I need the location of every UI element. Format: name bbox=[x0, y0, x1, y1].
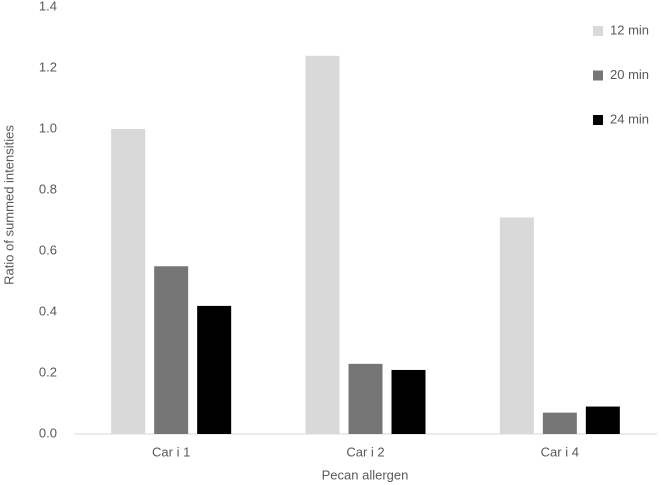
y-axis-label: Ratio of summed intensities bbox=[1, 125, 16, 285]
bar bbox=[499, 217, 534, 434]
bar bbox=[111, 129, 146, 434]
legend-label: 12 min bbox=[610, 22, 649, 37]
legend-swatch bbox=[593, 26, 603, 36]
legend-label: 20 min bbox=[610, 67, 649, 82]
bar bbox=[154, 266, 189, 434]
bar bbox=[305, 55, 340, 435]
x-tick-label: Car i 2 bbox=[346, 444, 384, 459]
y-tick-label: 0.8 bbox=[39, 181, 57, 196]
bar bbox=[542, 412, 577, 434]
y-tick-label: 1.4 bbox=[39, 0, 57, 13]
legend-swatch bbox=[593, 70, 603, 81]
y-tick-label: 1.0 bbox=[39, 120, 57, 135]
y-tick-label: 0.6 bbox=[39, 242, 57, 257]
y-tick-label: 0.0 bbox=[39, 425, 57, 440]
bar bbox=[348, 363, 383, 434]
x-axis-label: Pecan allergen bbox=[322, 467, 409, 482]
bar bbox=[391, 369, 426, 434]
y-tick-label: 0.4 bbox=[39, 303, 57, 318]
legend-label: 24 min bbox=[610, 111, 649, 126]
bar bbox=[197, 305, 232, 434]
bar bbox=[585, 406, 620, 434]
y-tick-label: 1.2 bbox=[39, 59, 57, 74]
x-tick-label: Car i 4 bbox=[541, 444, 579, 459]
x-tick-label: Car i 1 bbox=[152, 444, 190, 459]
y-tick-label: 0.2 bbox=[39, 364, 57, 379]
legend-swatch bbox=[593, 115, 603, 125]
